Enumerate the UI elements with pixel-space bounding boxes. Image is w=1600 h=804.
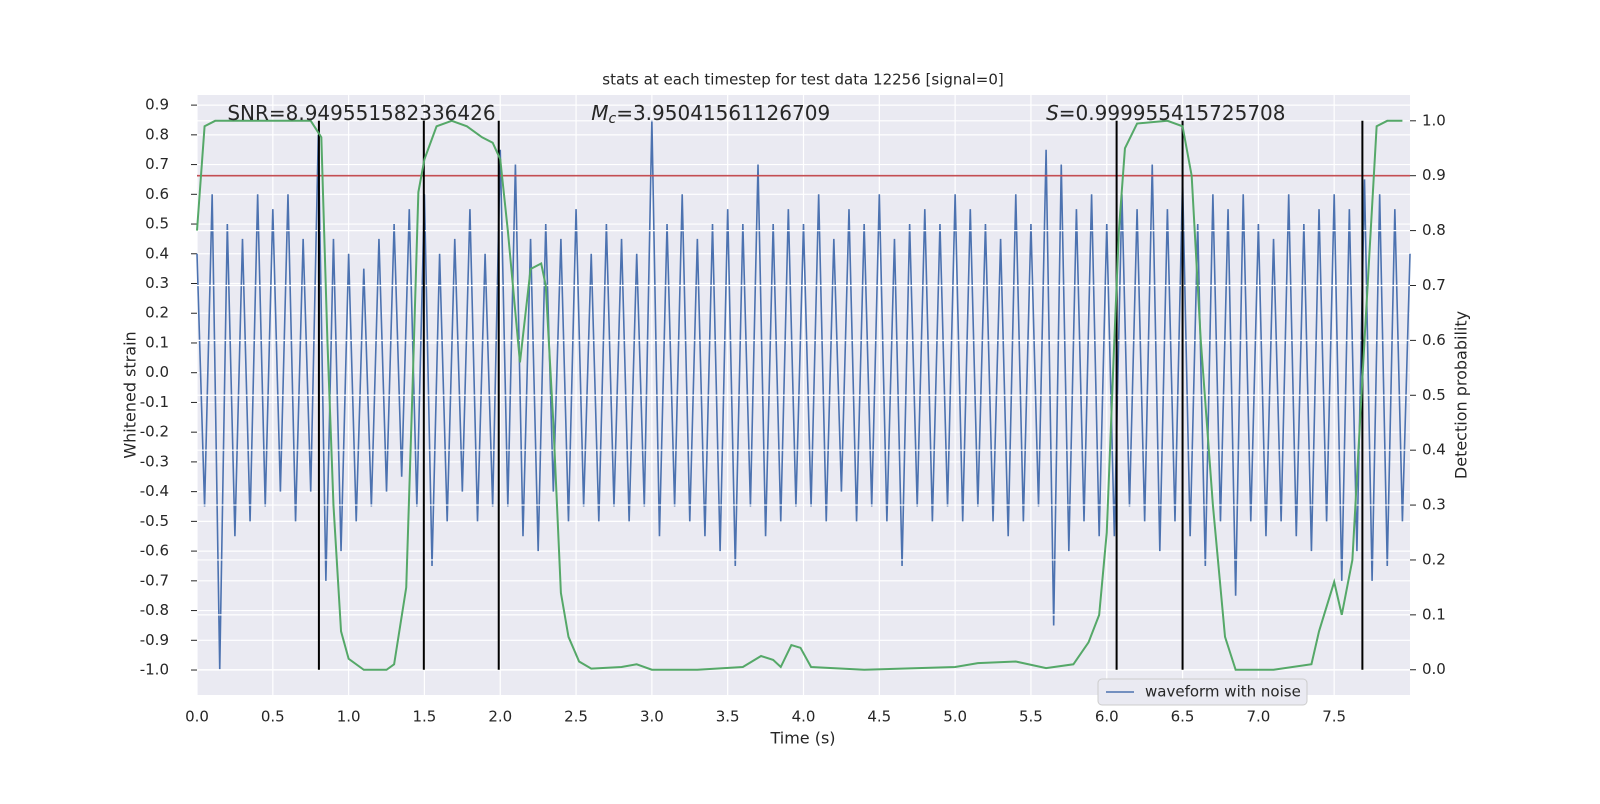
x-tick-label: 1.5 bbox=[413, 708, 437, 726]
y-tick-label: -1.0 bbox=[140, 661, 169, 679]
x-tick-label: 0.0 bbox=[185, 708, 209, 726]
y-axis-label: Whitened strain bbox=[121, 331, 140, 458]
y-tick-label: -0.8 bbox=[140, 601, 169, 619]
annotation-symbol: S bbox=[1046, 101, 1059, 125]
annotation-text: =0.999955415725708 bbox=[1059, 101, 1286, 125]
x-tick-label: 6.0 bbox=[1095, 708, 1119, 726]
x-tick-label: 3.5 bbox=[716, 708, 740, 726]
y2-tick-label: 0.5 bbox=[1422, 386, 1446, 404]
y-tick-label: 0.3 bbox=[145, 274, 169, 292]
y2-tick-label: 0.7 bbox=[1422, 276, 1446, 294]
y-tick-label: 0.5 bbox=[145, 215, 169, 233]
x-tick-label: 7.0 bbox=[1246, 708, 1270, 726]
probability-line bbox=[196, 119, 1403, 671]
y-tick-label: -0.5 bbox=[140, 512, 169, 530]
y2-tick-label: 0.2 bbox=[1422, 550, 1446, 568]
y-tick-label: 0.6 bbox=[145, 185, 169, 203]
y-tick-label: -0.4 bbox=[140, 482, 169, 500]
annotation-text: SNR=8.949551582336426 bbox=[227, 101, 495, 125]
y-tick-label: 0.9 bbox=[145, 96, 169, 114]
y-tick-label: -0.6 bbox=[140, 542, 169, 560]
x-tick-label: 5.5 bbox=[1019, 708, 1043, 726]
x-tick-label: 3.0 bbox=[640, 708, 664, 726]
y-tick-label: -0.3 bbox=[140, 452, 169, 470]
x-tick-label: 1.0 bbox=[337, 708, 361, 726]
annotation: SNR=8.949551582336426 bbox=[227, 101, 495, 125]
y-tick-label: 0.1 bbox=[145, 333, 169, 351]
annotation-subscript: c bbox=[608, 111, 616, 127]
y-tick-label: 0.8 bbox=[145, 125, 169, 143]
x-axis-label: Time (s) bbox=[769, 729, 835, 748]
x-tick-label: 6.5 bbox=[1171, 708, 1195, 726]
y-tick-label: 0.2 bbox=[145, 304, 169, 322]
y-tick-label: -0.2 bbox=[140, 423, 169, 441]
y2-tick-label: 1.0 bbox=[1422, 111, 1446, 129]
x-tick-label: 0.5 bbox=[261, 708, 285, 726]
chart-title: stats at each timestep for test data 122… bbox=[602, 71, 1003, 89]
x-tick-label: 5.0 bbox=[943, 708, 967, 726]
y2-axis-label: Detection probability bbox=[1452, 311, 1471, 479]
x-tick-label: 4.5 bbox=[867, 708, 891, 726]
annotation: Mc=3.95041561126709 bbox=[591, 101, 830, 128]
y2-tick-label: 0.0 bbox=[1422, 660, 1446, 678]
y-tick-label: -0.7 bbox=[140, 571, 169, 589]
y2-tick-label: 0.3 bbox=[1422, 496, 1446, 514]
annotation-symbol: M bbox=[591, 101, 608, 125]
y2-tick-label: 0.8 bbox=[1422, 221, 1446, 239]
y2-tick-label: 0.9 bbox=[1422, 166, 1446, 184]
y-tick-label: -0.9 bbox=[140, 631, 169, 649]
legend-box bbox=[1097, 678, 1308, 706]
y-tick-label: 0.7 bbox=[145, 155, 169, 173]
y-tick-label: -0.1 bbox=[140, 393, 169, 411]
x-tick-label: 7.5 bbox=[1322, 708, 1346, 726]
annotation: S=0.999955415725708 bbox=[1046, 101, 1285, 125]
legend-label: waveform with noise bbox=[1145, 683, 1301, 701]
y-tick-label: 0.0 bbox=[145, 363, 169, 381]
annotation-text: =3.95041561126709 bbox=[616, 101, 830, 125]
x-tick-label: 2.0 bbox=[488, 708, 512, 726]
x-tick-label: 4.0 bbox=[792, 708, 816, 726]
y2-tick-label: 0.4 bbox=[1422, 441, 1446, 459]
y-tick-label: 0.4 bbox=[145, 244, 169, 262]
y2-tick-label: 0.6 bbox=[1422, 331, 1446, 349]
x-tick-label: 2.5 bbox=[564, 708, 588, 726]
y2-tick-label: 0.1 bbox=[1422, 605, 1446, 623]
